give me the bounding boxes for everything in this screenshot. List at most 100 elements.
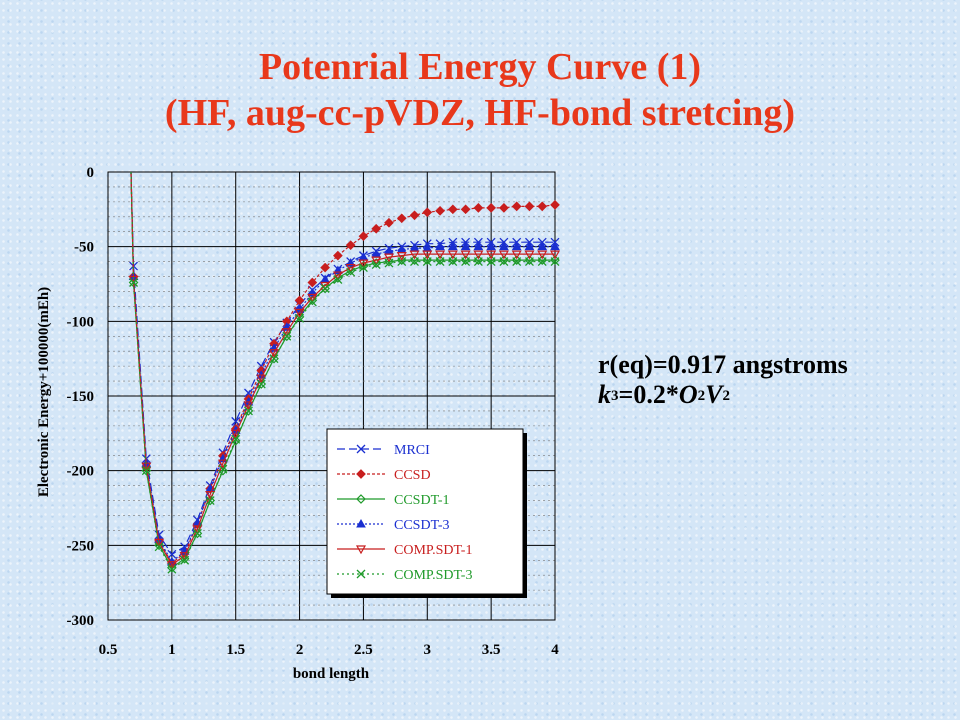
data-point [435,257,445,267]
data-point [409,250,420,260]
series-comp-sdt-1 [128,171,561,570]
series-comp-sdt-3 [129,171,560,574]
data-point [356,444,366,454]
title-line-2: (HF, aug-cc-pVDZ, HF-bond stretcing) [164,92,796,134]
data-point [141,465,152,476]
data-point [422,207,433,218]
data-point [192,528,203,539]
data-point [256,374,267,384]
data-point [205,490,216,500]
data-point [499,241,509,251]
data-point [356,569,366,579]
data-point [371,260,381,270]
y-tick-label: -250 [67,538,95,554]
data-point [486,241,497,251]
data-point [524,241,535,251]
data-point [282,331,292,341]
data-point [269,354,279,364]
data-point [320,284,330,293]
x-tick-label: 2.5 [354,642,373,658]
data-point [166,561,177,570]
data-point [371,223,382,234]
y-tick-label: -50 [74,240,94,256]
data-point [217,459,228,469]
o-symbol: O [678,380,698,409]
data-point [409,210,420,221]
x-tick-label: 2 [296,642,304,658]
legend-label: COMP.SDT-3 [394,568,472,583]
data-point [447,204,458,215]
legend-label: MRCI [394,443,430,458]
data-point [205,495,216,506]
v-exponent: 2 [722,388,730,404]
data-point [230,429,241,439]
data-point [205,496,215,505]
data-point [486,202,496,213]
legend-entry: CCSDT-3 [337,518,450,533]
data-point [231,434,241,444]
data-point [307,277,318,288]
data-point [307,293,318,303]
data-point [281,328,292,337]
plot-frame [107,171,556,621]
data-point [410,257,419,267]
chart-series [128,171,561,574]
data-point [397,257,407,267]
x-tick-label: 3 [424,642,432,658]
x-axis-label: bond length [293,666,370,682]
data-point [218,464,228,474]
data-point [396,213,407,224]
data-point [294,308,305,318]
data-point [460,241,471,251]
legend-entry: COMP.SDT-1 [337,543,472,558]
v-symbol: V [705,380,723,409]
data-point [460,250,471,260]
k-exponent: 3 [611,388,619,404]
k-scaling-note: k3=0.2*O2V2 [598,380,730,410]
data-point [333,275,343,284]
data-point [486,257,496,267]
data-point [356,469,366,479]
data-point [295,313,305,323]
slide-title: Potenrial Energy Curve (1) (HF, aug-cc-p… [0,44,960,136]
data-point [244,406,253,416]
data-point [383,253,395,263]
data-point [320,262,330,273]
y-tick-label: -200 [67,464,95,480]
data-point [281,331,292,342]
y-tick-label: -100 [67,314,95,330]
data-point [550,257,560,267]
data-point [498,250,509,260]
data-point [422,250,433,260]
title-line-1: Potenrial Energy Curve (1) [258,46,702,88]
data-point [511,250,522,260]
data-point [524,250,535,260]
data-point [511,241,522,251]
data-point [384,217,394,228]
data-point [192,528,202,538]
y-tick-label: -150 [67,389,95,405]
data-point [537,201,548,212]
legend-label: CCSDT-3 [394,518,450,533]
data-point [524,201,535,212]
data-point [473,250,484,260]
data-point [384,258,394,268]
data-point [524,257,534,267]
k-equation: =0.2* [618,380,679,409]
data-point [154,542,164,552]
legend-entry: MRCI [337,443,430,458]
data-point [355,545,367,555]
legend-entry: CCSDT-1 [337,493,450,508]
data-point [307,297,317,307]
data-point [473,257,483,267]
data-point [512,257,522,267]
data-point [332,271,343,281]
data-point [537,241,548,251]
data-point [320,283,330,294]
legend-label: CCSDT-1 [394,493,450,508]
data-point [345,240,356,251]
y-axis-label: Electronic Energy+100000(mEh) [36,287,52,497]
data-point [167,564,177,574]
series-line [130,171,555,566]
